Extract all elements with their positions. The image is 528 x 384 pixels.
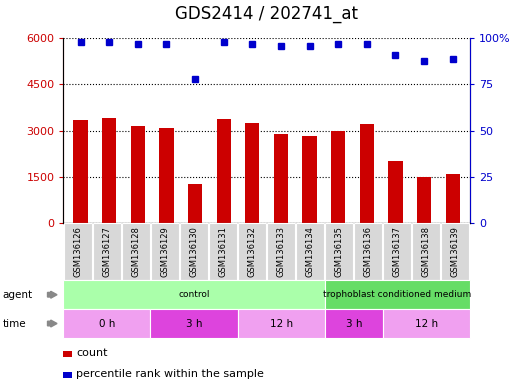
Bar: [303, 136, 317, 223]
Bar: [216, 119, 231, 223]
Bar: [159, 128, 174, 223]
Text: percentile rank within the sample: percentile rank within the sample: [76, 369, 264, 379]
Text: GSM136129: GSM136129: [161, 226, 169, 277]
Text: GSM136128: GSM136128: [131, 226, 140, 277]
Text: 3 h: 3 h: [186, 318, 202, 329]
Text: 12 h: 12 h: [270, 318, 293, 329]
Text: agent: agent: [3, 290, 33, 300]
Text: GSM136139: GSM136139: [451, 226, 460, 277]
Text: trophoblast conditioned medium: trophoblast conditioned medium: [323, 290, 472, 299]
Bar: [73, 120, 88, 223]
Text: GSM136136: GSM136136: [364, 226, 373, 277]
Text: GSM136133: GSM136133: [277, 226, 286, 277]
Text: GSM136127: GSM136127: [102, 226, 111, 277]
Text: count: count: [76, 348, 108, 358]
Text: time: time: [3, 318, 26, 329]
Text: GSM136130: GSM136130: [190, 226, 199, 277]
Text: GSM136138: GSM136138: [422, 226, 431, 277]
Text: GSM136126: GSM136126: [73, 226, 82, 277]
Text: GDS2414 / 202741_at: GDS2414 / 202741_at: [175, 5, 358, 23]
Bar: [102, 118, 116, 223]
Bar: [331, 131, 345, 223]
Text: 3 h: 3 h: [345, 318, 362, 329]
Text: GSM136135: GSM136135: [335, 226, 344, 277]
Text: 0 h: 0 h: [99, 318, 115, 329]
Text: control: control: [178, 290, 210, 299]
Text: GSM136137: GSM136137: [393, 226, 402, 277]
Text: 12 h: 12 h: [415, 318, 438, 329]
Bar: [274, 134, 288, 223]
Text: GSM136134: GSM136134: [306, 226, 315, 277]
Bar: [245, 123, 259, 223]
Bar: [188, 184, 202, 223]
Text: GSM136131: GSM136131: [219, 226, 228, 277]
Text: GSM136132: GSM136132: [248, 226, 257, 277]
Bar: [130, 126, 145, 223]
Bar: [388, 161, 403, 223]
Bar: [446, 174, 460, 223]
Bar: [417, 177, 431, 223]
Bar: [360, 124, 374, 223]
